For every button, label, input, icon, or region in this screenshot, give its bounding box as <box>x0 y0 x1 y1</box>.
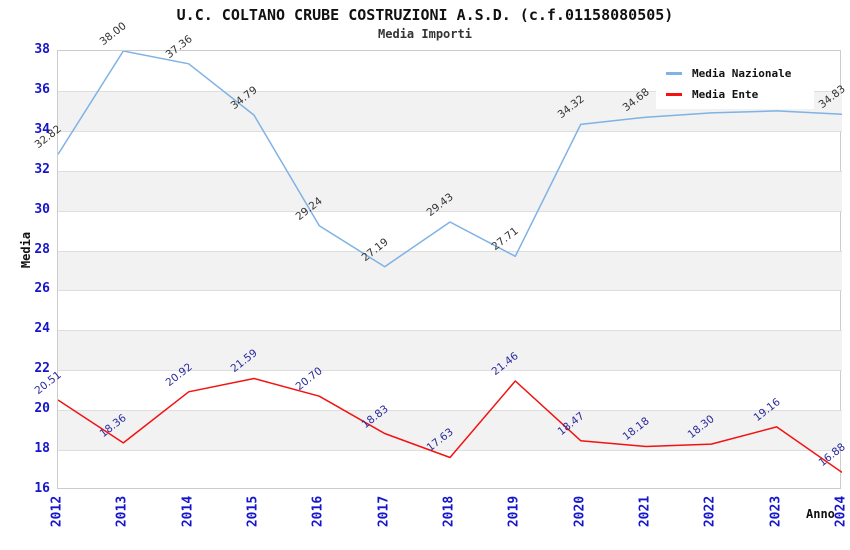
y-tick-label: 22 <box>34 361 50 377</box>
x-tick-label: 2012 <box>49 495 65 528</box>
media-ente-line <box>58 377 842 474</box>
x-tick-label: 2014 <box>180 495 196 528</box>
legend-label: Media Nazionale <box>692 67 792 80</box>
gridline <box>58 211 842 212</box>
legend-item-media-ente: Media Ente <box>666 84 814 105</box>
x-tick-label: 2024 <box>833 495 849 528</box>
x-tick-label: 2018 <box>441 495 457 528</box>
gridline <box>58 370 842 371</box>
chart-subtitle: Media Importi <box>378 27 472 41</box>
y-tick-label: 20 <box>34 401 50 417</box>
legend-label: Media Ente <box>692 88 759 101</box>
y-tick-label: 30 <box>34 201 50 217</box>
gridline <box>58 290 842 291</box>
legend-item-media-nazionale: Media Nazionale <box>666 63 814 84</box>
x-tick-label: 2021 <box>637 495 653 528</box>
x-tick-label: 2022 <box>702 495 718 528</box>
media-ente-line-swatch <box>666 93 682 96</box>
x-tick-label: 2013 <box>114 495 130 528</box>
y-tick-label: 24 <box>34 321 50 337</box>
x-tick-label: 2017 <box>376 495 392 528</box>
x-tick-label: 2023 <box>768 495 784 528</box>
y-tick-label: 18 <box>34 441 50 457</box>
x-axis-label: Anno <box>806 507 835 521</box>
chart-title: U.C. COLTANO CRUBE COSTRUZIONI A.S.D. (c… <box>176 6 674 24</box>
chart-legend: Media Nazionale Media Ente <box>656 55 814 109</box>
series-lines <box>58 51 842 474</box>
x-tick-label: 2015 <box>245 495 261 528</box>
y-tick-label: 32 <box>34 161 50 177</box>
y-tick-label: 38 <box>34 42 50 57</box>
media-nazionale-line-swatch <box>666 72 682 75</box>
plot-band <box>58 250 842 291</box>
media-nazionale-line <box>58 51 842 268</box>
plot-area <box>57 50 842 489</box>
x-tick-label: 2019 <box>506 495 522 528</box>
y-tick-label: 26 <box>34 281 50 297</box>
gridline <box>58 410 842 411</box>
plot-band <box>58 330 842 371</box>
gridline <box>58 91 842 92</box>
gridline <box>58 171 842 172</box>
plot-band <box>58 170 842 211</box>
gridline <box>58 330 842 331</box>
y-tick-label: 16 <box>34 481 50 496</box>
y-tick-label: 34 <box>34 121 50 137</box>
x-tick-label: 2020 <box>572 495 588 528</box>
gridline <box>58 251 842 252</box>
gridline <box>58 450 842 451</box>
y-tick-label: 28 <box>34 241 50 257</box>
x-tick-label: 2016 <box>310 495 326 528</box>
gridline <box>58 131 842 132</box>
y-tick-label: 36 <box>34 81 50 97</box>
